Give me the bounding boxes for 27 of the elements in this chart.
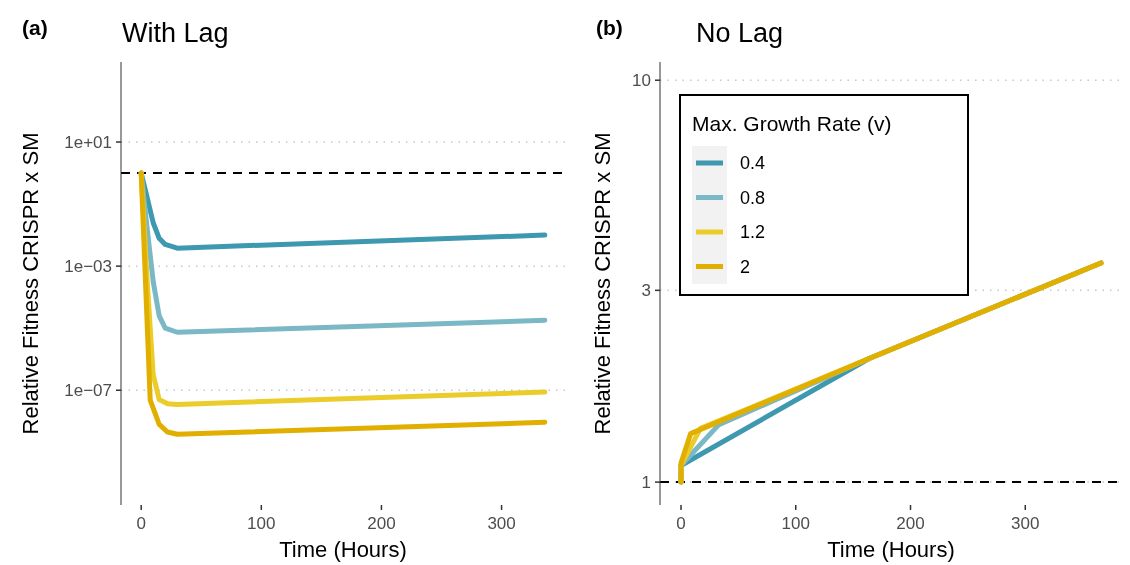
y-axis-title: Relative Fitness CRISPR x SM (17, 132, 43, 435)
y-tick-label: 1e+01 (64, 132, 112, 152)
y-tick-label: 3 (641, 281, 651, 301)
x-axis-title: Time (Hours) (827, 537, 955, 562)
legend-label: 0.8 (740, 187, 766, 208)
text: (b) (596, 16, 623, 39)
x-tick-label: 100 (781, 514, 810, 533)
x-tick-label: 0 (676, 514, 686, 533)
x-tick-label: 200 (896, 514, 925, 533)
x-tick-label: 100 (247, 514, 276, 533)
chart-title: With Lag (122, 18, 229, 48)
y-tick-label: 1 (641, 473, 651, 493)
y-axis-title: Relative Fitness CRISPR x SM (589, 132, 615, 435)
y-tick-label: 1e−07 (64, 381, 112, 401)
legend-label: 0.4 (740, 153, 766, 174)
legend-label: 2 (740, 256, 751, 277)
chart-title: No Lag (696, 18, 784, 48)
x-tick-label: 200 (367, 514, 396, 533)
x-axis-title: Time (Hours) (279, 537, 407, 562)
y-tick-label: 1e−03 (64, 257, 112, 277)
x-tick-label: 0 (136, 514, 146, 533)
y-tick-label: 10 (632, 71, 651, 91)
legend-title: Max. Growth Rate (v) (692, 112, 892, 135)
x-tick-label: 300 (487, 514, 516, 533)
x-tick-label: 300 (1011, 514, 1040, 533)
text: (a) (22, 16, 48, 39)
legend-label: 1.2 (740, 222, 766, 243)
